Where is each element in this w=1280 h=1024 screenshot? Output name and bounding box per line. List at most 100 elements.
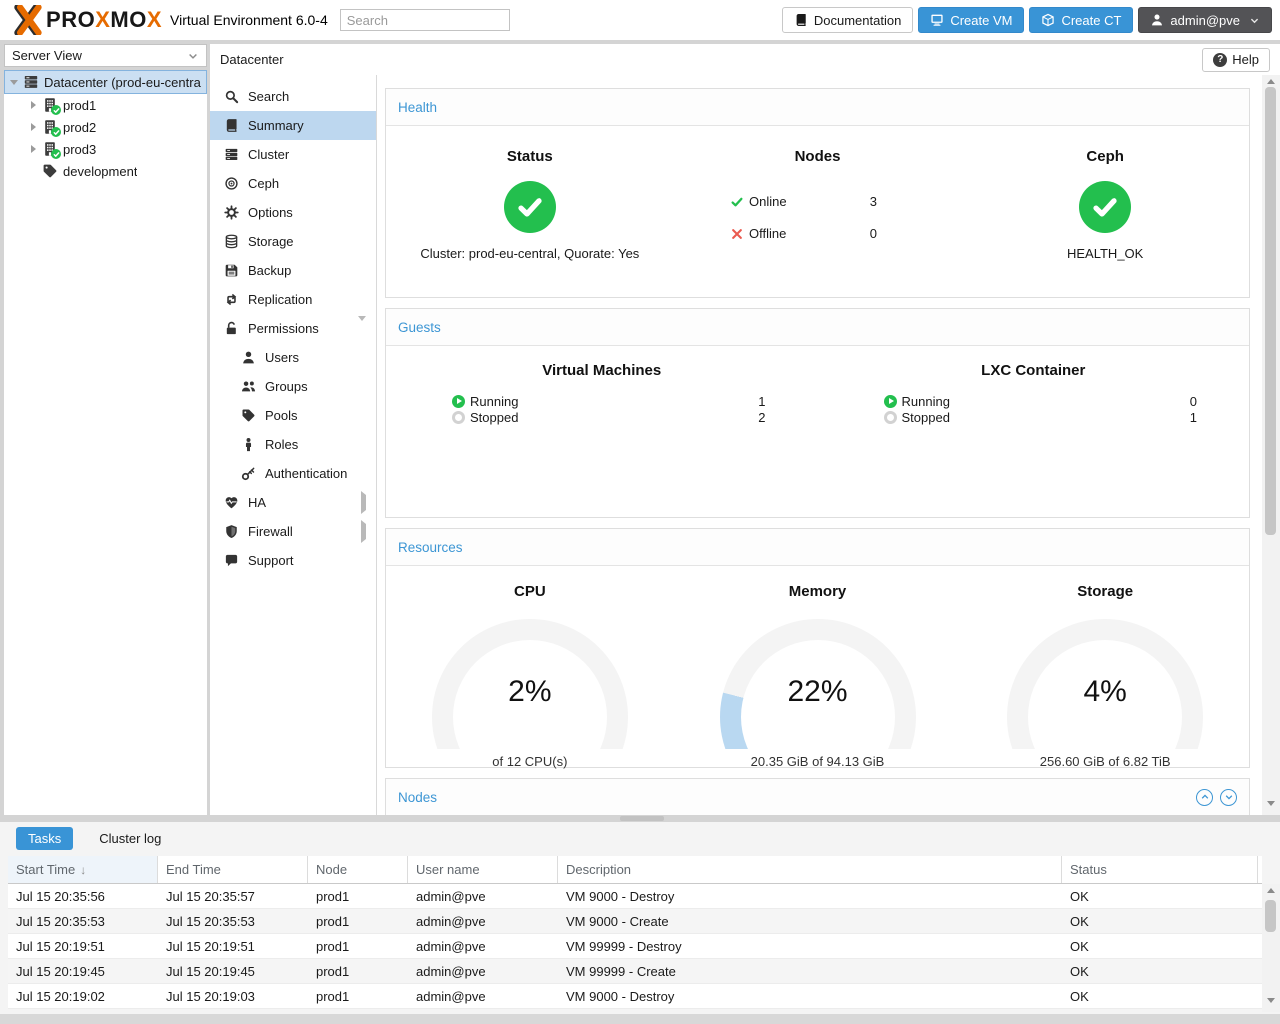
documentation-button[interactable]: Documentation	[782, 7, 913, 33]
expander-right-icon[interactable]	[26, 123, 40, 131]
splitter-grip[interactable]	[620, 816, 664, 821]
user-menu-button[interactable]: admin@pve	[1138, 7, 1272, 33]
nav-item-support[interactable]: Support	[210, 546, 376, 575]
gauge-title: CPU	[386, 583, 674, 600]
column-label: Node	[316, 862, 347, 877]
magnifier-icon	[224, 89, 239, 104]
nav-item-cluster[interactable]: Cluster	[210, 140, 376, 169]
nav-item-roles[interactable]: Roles	[210, 430, 376, 459]
nav-item-label: Backup	[248, 263, 291, 278]
user-icon	[241, 350, 256, 365]
expander-right-icon[interactable]	[26, 101, 40, 109]
create-vm-button[interactable]: Create VM	[918, 7, 1024, 33]
guests-panel: Guests Virtual MachinesRunning1Stopped2L…	[385, 308, 1250, 518]
tag-icon	[241, 408, 256, 423]
nav-item-options[interactable]: Options	[210, 198, 376, 227]
task-row[interactable]: Jul 15 20:35:56Jul 15 20:35:57prod1admin…	[8, 884, 1262, 909]
view-selector-dropdown[interactable]: Server View	[4, 44, 207, 67]
running-icon	[884, 395, 897, 408]
tree-item-development[interactable]: development	[4, 160, 207, 182]
tree-item-prod2[interactable]: prod2	[4, 116, 207, 138]
column-header-end-time[interactable]: End Time	[158, 856, 308, 883]
nav-item-permissions[interactable]: Permissions	[210, 314, 376, 343]
create-ct-button[interactable]: Create CT	[1029, 7, 1133, 33]
nav-item-label: Firewall	[248, 524, 293, 539]
nav-item-firewall[interactable]: Firewall	[210, 517, 376, 546]
guest-state-label: Running	[470, 394, 518, 409]
scroll-down-icon[interactable]	[1267, 998, 1275, 1003]
main-scrollbar[interactable]	[1262, 75, 1280, 815]
column-header-node[interactable]: Node	[308, 856, 408, 883]
main-scrollbar-thumb[interactable]	[1265, 87, 1276, 535]
monitor-icon	[930, 13, 944, 27]
nav-item-pools[interactable]: Pools	[210, 401, 376, 430]
tree-item-prod1[interactable]: prod1	[4, 94, 207, 116]
breadcrumb: Datacenter	[220, 52, 284, 67]
guests-panel-title: Guests	[398, 320, 441, 335]
column-header-status[interactable]: Status	[1062, 856, 1258, 883]
caret-right-icon	[361, 495, 366, 510]
nav-item-replication[interactable]: Replication	[210, 285, 376, 314]
shield-icon	[224, 524, 239, 539]
nav-item-backup[interactable]: Backup	[210, 256, 376, 285]
cell-start-time: Jul 15 20:35:56	[8, 884, 158, 908]
gauge-note: 256.60 GiB of 6.82 TiB	[961, 754, 1249, 769]
scroll-down-icon[interactable]	[1267, 801, 1275, 806]
help-button[interactable]: ? Help	[1202, 48, 1270, 72]
task-row[interactable]: Jul 15 20:35:53Jul 15 20:35:53prod1admin…	[8, 909, 1262, 934]
column-label: Start Time	[16, 862, 75, 877]
collapse-down-button[interactable]	[1220, 789, 1237, 806]
column-header-user-name[interactable]: User name	[408, 856, 558, 883]
guest-state-count: 1	[758, 394, 765, 409]
tree-item-datacenter-prod-eu-centra[interactable]: Datacenter (prod-eu-centra	[4, 70, 207, 94]
nav-item-summary[interactable]: Summary	[210, 111, 376, 140]
tree-item-label: development	[63, 164, 137, 179]
nav-item-ceph[interactable]: Ceph	[210, 169, 376, 198]
column-header-description[interactable]: Description	[558, 856, 1062, 883]
cell-user-name: admin@pve	[408, 959, 558, 983]
cell-end-time: Jul 15 20:35:57	[158, 884, 308, 908]
tab-cluster-log[interactable]: Cluster log	[87, 827, 173, 850]
summary-content: Health Status Cluster: prod-eu-central, …	[377, 75, 1262, 815]
task-row[interactable]: Jul 15 20:19:45Jul 15 20:19:45prod1admin…	[8, 959, 1262, 984]
virtual-machines-running-row: Running 1	[452, 393, 766, 409]
nav-item-ha[interactable]: HA	[210, 488, 376, 517]
tasks-scrollbar[interactable]	[1262, 884, 1280, 1012]
nav-item-label: HA	[248, 495, 266, 510]
task-row[interactable]: Jul 15 20:19:02Jul 15 20:19:03prod1admin…	[8, 984, 1262, 1009]
scroll-up-icon[interactable]	[1267, 888, 1275, 893]
lxc-container-stopped-row: Stopped1	[884, 409, 1198, 425]
cell-status: OK	[1062, 984, 1258, 1008]
nav-item-users[interactable]: Users	[210, 343, 376, 372]
health-panel-header: Health	[386, 89, 1249, 126]
expander-down-icon[interactable]	[7, 80, 21, 85]
column-label: User name	[416, 862, 480, 877]
nav-item-search[interactable]: Search	[210, 82, 376, 111]
online-check-icon	[51, 127, 61, 137]
gauge-cpu: CPU2%of 12 CPU(s)	[386, 583, 674, 769]
column-label: Status	[1070, 862, 1107, 877]
scroll-up-icon[interactable]	[1267, 79, 1275, 84]
horizontal-splitter[interactable]	[0, 815, 1280, 822]
global-search-input[interactable]	[340, 9, 510, 31]
health-panel: Health Status Cluster: prod-eu-central, …	[385, 88, 1250, 298]
tab-tasks[interactable]: Tasks	[16, 827, 73, 850]
collapse-up-button[interactable]	[1196, 789, 1213, 806]
column-header-start-time[interactable]: Start Time ↓	[8, 856, 158, 883]
task-row[interactable]: Jul 15 20:19:51Jul 15 20:19:51prod1admin…	[8, 934, 1262, 959]
nav-item-groups[interactable]: Groups	[210, 372, 376, 401]
guest-state-count: 2	[758, 410, 765, 425]
sort-desc-icon: ↓	[80, 863, 86, 877]
cell-end-time: Jul 15 20:19:45	[158, 959, 308, 983]
expander-right-icon[interactable]	[26, 145, 40, 153]
nav-item-authentication[interactable]: Authentication	[210, 459, 376, 488]
tasks-scrollbar-thumb[interactable]	[1265, 900, 1276, 932]
guests-panel-header: Guests	[386, 309, 1249, 346]
nav-item-storage[interactable]: Storage	[210, 227, 376, 256]
create-vm-label: Create VM	[950, 13, 1012, 28]
nodes-online-row: Online3	[730, 194, 905, 209]
cell-user-name: admin@pve	[408, 934, 558, 958]
tree-item-prod3[interactable]: prod3	[4, 138, 207, 160]
window-bottom-edge	[0, 1014, 1280, 1024]
create-ct-label: Create CT	[1061, 13, 1121, 28]
